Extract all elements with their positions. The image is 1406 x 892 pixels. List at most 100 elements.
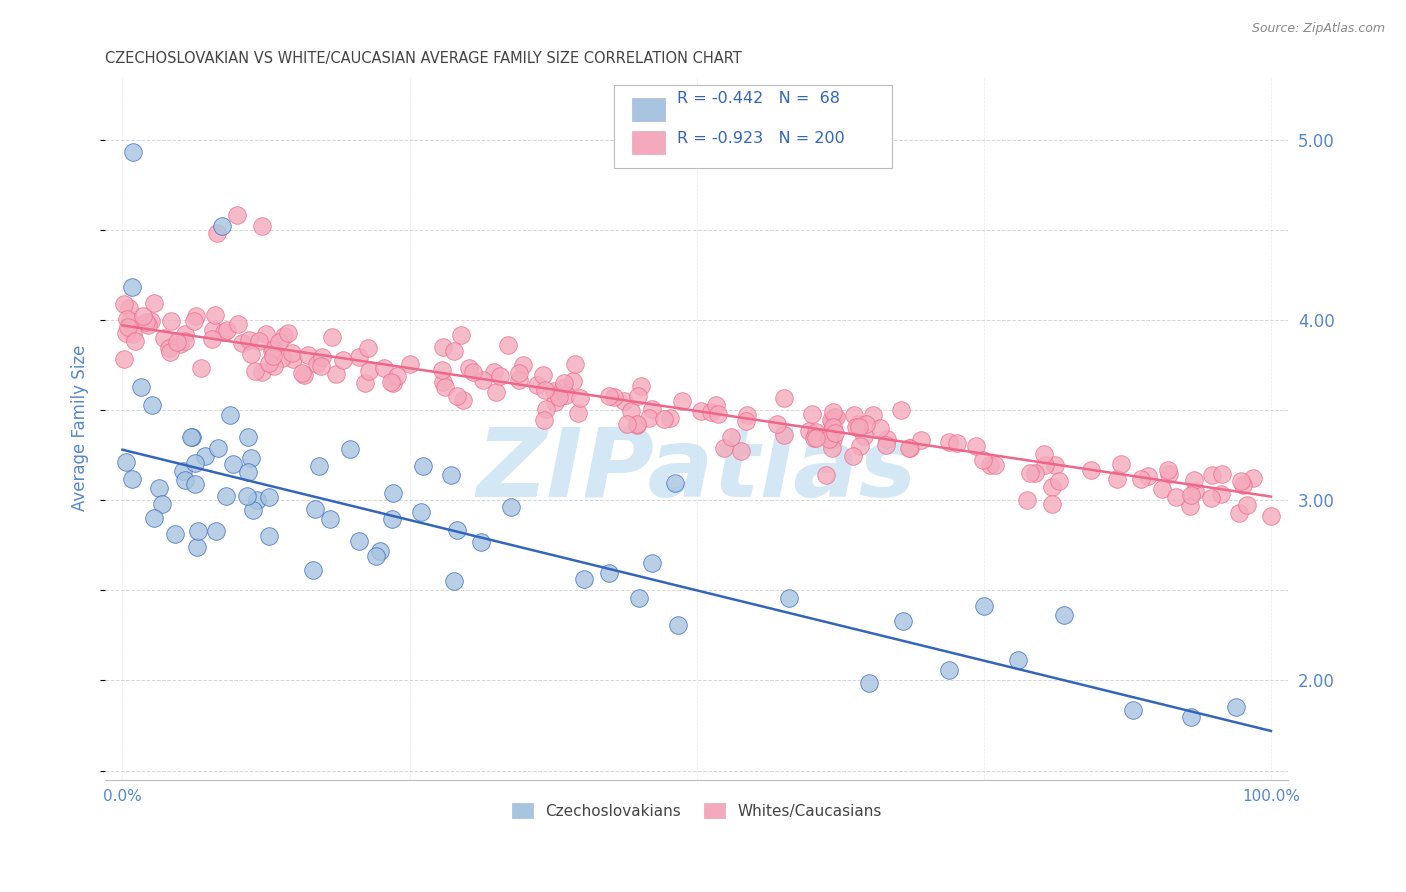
Point (1040, 480, 1063, 494)
Point (671, 394, 693, 409)
Point (368, 544, 391, 558)
Point (121, 280, 143, 294)
Point (236, 430, 259, 444)
Point (568, 391, 591, 405)
Point (239, 347, 262, 361)
Point (1122, 703, 1144, 717)
Point (201, 323, 224, 337)
Point (1230, 474, 1253, 488)
Y-axis label: Average Family Size: Average Family Size (72, 345, 89, 511)
Point (205, 227, 228, 241)
Point (117, 319, 139, 334)
Point (534, 401, 557, 416)
Point (385, 368, 408, 383)
Point (1180, 710, 1202, 724)
Point (972, 453, 994, 467)
Point (440, 468, 463, 483)
Point (876, 432, 898, 446)
Point (852, 429, 875, 443)
Point (555, 388, 578, 402)
Point (1105, 472, 1128, 486)
Point (658, 411, 681, 425)
Point (778, 591, 800, 605)
Point (173, 326, 195, 341)
Point (332, 352, 354, 367)
Point (627, 591, 650, 605)
Point (664, 476, 686, 491)
Point (190, 360, 212, 375)
Point (236, 489, 259, 503)
Point (1184, 483, 1206, 498)
Point (325, 367, 347, 381)
Point (862, 408, 884, 422)
Point (1043, 458, 1066, 473)
Point (247, 334, 270, 349)
FancyBboxPatch shape (614, 85, 891, 168)
Point (271, 351, 294, 365)
Point (730, 443, 752, 458)
Point (869, 421, 891, 435)
Point (820, 425, 842, 439)
Point (207, 442, 229, 456)
Point (848, 420, 870, 434)
Point (184, 477, 207, 491)
Point (823, 405, 845, 419)
Point (898, 441, 921, 455)
Point (364, 549, 387, 564)
Point (339, 442, 361, 457)
Point (626, 418, 648, 433)
Point (159, 344, 181, 359)
Point (307, 357, 329, 371)
Point (222, 457, 245, 471)
Point (706, 399, 728, 413)
Point (707, 408, 730, 422)
Point (1019, 466, 1042, 480)
Point (1136, 469, 1159, 483)
Point (1178, 499, 1201, 513)
Point (1157, 467, 1180, 482)
Point (533, 413, 555, 427)
Point (411, 505, 433, 519)
Point (215, 490, 238, 504)
Point (652, 412, 675, 426)
Point (291, 366, 314, 380)
Point (349, 350, 371, 364)
Point (242, 503, 264, 517)
Point (180, 430, 202, 444)
Point (598, 388, 620, 402)
Point (547, 391, 569, 405)
Point (531, 368, 554, 382)
Point (1130, 472, 1153, 486)
Point (713, 441, 735, 455)
Point (773, 428, 796, 442)
Point (806, 425, 828, 439)
Point (142, 296, 165, 310)
Point (432, 340, 454, 354)
Point (1032, 447, 1054, 461)
Point (115, 326, 138, 341)
Point (627, 389, 650, 403)
Point (263, 359, 285, 373)
Point (842, 450, 865, 464)
Point (453, 392, 475, 407)
Point (450, 327, 472, 342)
Point (820, 412, 842, 426)
Point (973, 599, 995, 614)
Point (187, 524, 209, 539)
Point (849, 438, 872, 452)
Point (201, 332, 224, 346)
Point (211, 219, 233, 234)
Point (1180, 488, 1202, 502)
Point (630, 378, 652, 392)
Point (122, 327, 145, 342)
Point (143, 511, 166, 525)
Point (983, 458, 1005, 473)
Text: CZECHOSLOVAKIAN VS WHITE/CAUCASIAN AVERAGE FAMILY SIZE CORRELATION CHART: CZECHOSLOVAKIAN VS WHITE/CAUCASIAN AVERA… (105, 51, 742, 66)
Point (508, 366, 530, 380)
Point (120, 314, 142, 328)
Point (815, 467, 838, 482)
Point (250, 219, 273, 234)
Point (219, 408, 242, 422)
Point (121, 472, 143, 486)
Point (641, 556, 664, 570)
